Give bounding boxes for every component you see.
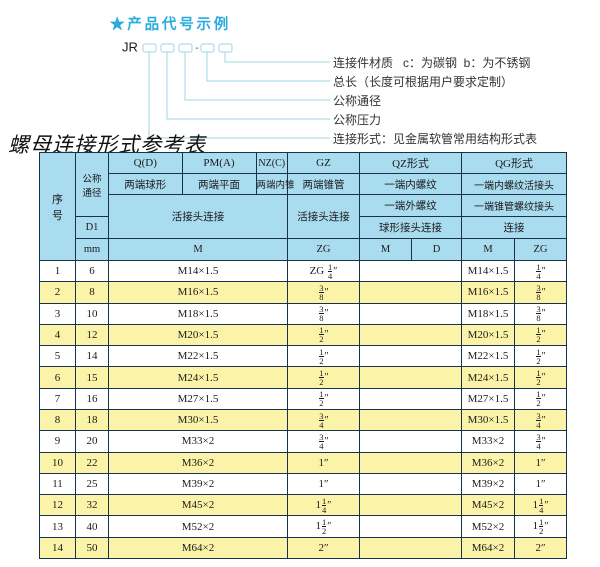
svg-text:JR: JR: [122, 40, 138, 55]
svg-text:-: -: [195, 43, 198, 54]
